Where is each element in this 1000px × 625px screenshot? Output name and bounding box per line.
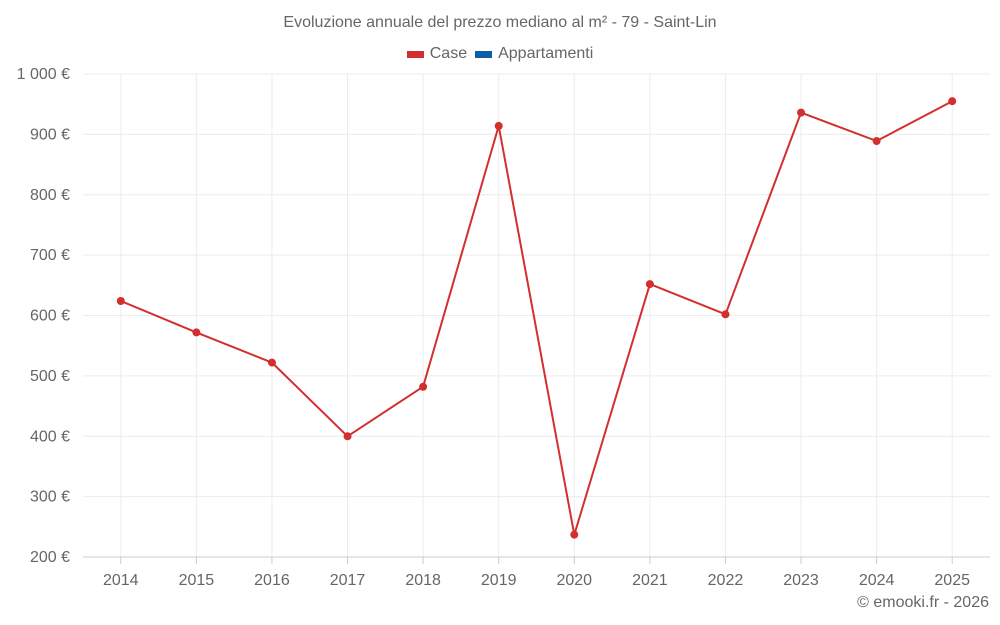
y-tick-label: 200 €: [30, 549, 70, 566]
y-tick-label: 800 €: [30, 187, 70, 204]
data-point: [267, 358, 276, 367]
x-tick-label: 2019: [481, 572, 517, 589]
y-tick-label: 400 €: [30, 428, 70, 445]
x-tick-label: 2025: [934, 572, 970, 589]
legend-label-case: Case: [429, 45, 468, 62]
data-point: [192, 328, 201, 337]
x-tick-label: 2018: [405, 572, 441, 589]
legend-item-appartamenti[interactable]: Appartamenti: [475, 45, 593, 63]
legend-label-appartamenti: Appartamenti: [498, 45, 594, 62]
data-point: [797, 108, 806, 117]
data-point: [721, 310, 730, 319]
data-point: [872, 137, 881, 146]
data-point: [570, 530, 579, 539]
x-tick-label: 2017: [330, 572, 366, 589]
y-tick-label: 1 000 €: [17, 66, 70, 83]
x-tick-label: 2023: [783, 572, 819, 589]
chart-title: Evoluzione annuale del prezzo mediano al…: [283, 14, 717, 31]
legend-item-case[interactable]: Case: [406, 45, 468, 63]
data-point: [494, 121, 503, 130]
x-tick-label: 2014: [103, 572, 139, 589]
chart-legend: Case Appartamenti: [0, 45, 1000, 63]
y-tick-label: 300 €: [30, 489, 70, 506]
x-tick-label: 2021: [632, 572, 668, 589]
legend-swatch-case: [406, 50, 424, 58]
y-tick-label: 700 €: [30, 247, 70, 264]
series-line-case: [120, 100, 953, 536]
x-tick-label: 2015: [179, 572, 215, 589]
credit-text: © emooki.fr - 2026: [857, 594, 989, 611]
y-tick-label: 900 €: [30, 126, 70, 143]
y-tick-label: 500 €: [30, 368, 70, 385]
x-tick-label: 2020: [556, 572, 592, 589]
data-point: [645, 280, 654, 289]
data-point: [343, 432, 352, 441]
data-point: [116, 297, 125, 306]
x-tick-label: 2024: [859, 572, 895, 589]
data-point: [419, 382, 428, 391]
y-tick-label: 600 €: [30, 308, 70, 325]
x-tick-label: 2022: [708, 572, 744, 589]
data-point: [948, 97, 957, 106]
x-tick-label: 2016: [254, 572, 290, 589]
legend-swatch-appartamenti: [475, 50, 493, 58]
